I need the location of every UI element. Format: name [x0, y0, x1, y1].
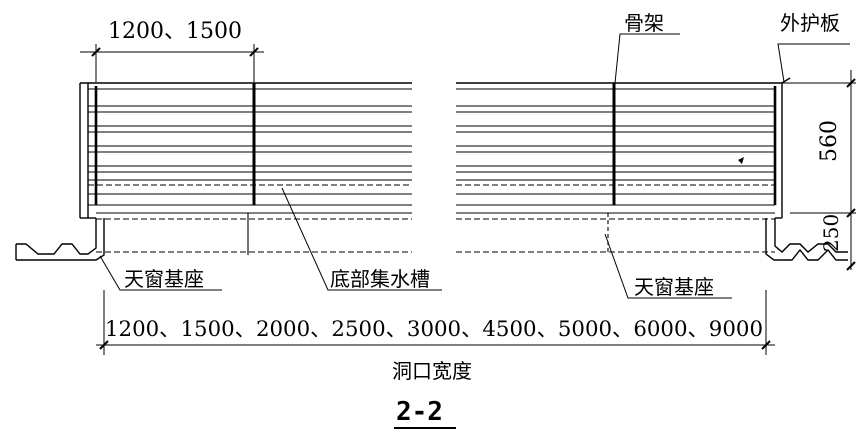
drain-trough-label: 底部集水槽: [330, 267, 430, 291]
section-title: 2-2: [396, 397, 443, 427]
frame-label: 骨架: [624, 11, 664, 35]
outer-panel-label: 外护板: [780, 11, 840, 35]
height-lower-text: 250: [819, 214, 843, 252]
left-skylight-base: [15, 218, 105, 261]
right-end-post: [773, 77, 791, 219]
vertical-dimension: [783, 70, 856, 271]
bottom-dimension-line: [96, 290, 775, 355]
left-end-post: [79, 83, 98, 219]
panel-lines-left: [88, 88, 412, 206]
top-dimension-text: 1200、1500: [108, 19, 242, 44]
leader-lines: [99, 33, 850, 299]
height-upper-text: 560: [817, 120, 842, 162]
opening-width-label: 洞口宽度: [392, 359, 472, 383]
panel-mark: [738, 157, 744, 164]
drain-trough-lines: [96, 212, 775, 255]
top-dimension-line: [80, 44, 264, 82]
left-base-label: 天窗基座: [124, 267, 204, 291]
width-options-text: 1200、1500、2000、2500、3000、4500、5000、6000、…: [105, 317, 763, 341]
right-base-label: 天窗基座: [634, 275, 714, 299]
right-skylight-base: [765, 218, 848, 261]
